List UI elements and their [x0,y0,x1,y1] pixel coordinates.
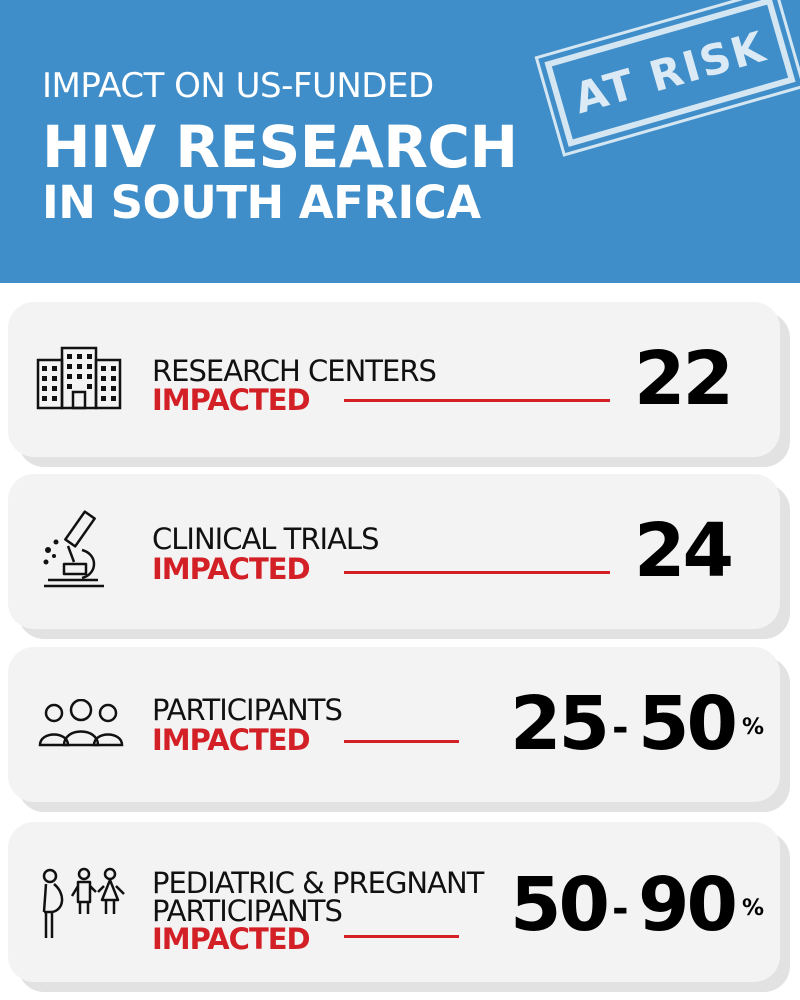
stat-card-clinical-trials: CLINICAL TRIALS IMPACTED 24 [8,474,780,629]
stat-emphasis: IMPACTED [152,922,311,956]
header-title-line1: HIV RESEARCH [42,113,518,181]
stat-value-high: 50 [638,681,738,767]
at-risk-stamp: AT RISK [535,0,800,161]
stat-emphasis: IMPACTED [152,383,311,417]
red-rule [344,740,459,743]
stat-unit: % [742,896,765,921]
people-group-icon [38,699,124,747]
stat-unit: % [742,715,765,740]
stat-range-separator: - [612,886,629,932]
stamp-text: AT RISK [568,21,772,123]
header-title-line2: IN SOUTH AFRICA [42,176,481,229]
pregnant-woman-and-children-icon [42,867,125,938]
header-banner: IMPACT ON US-FUNDED HIV RESEARCH IN SOUT… [0,0,800,283]
stat-range-separator: - [612,705,629,751]
stat-emphasis: IMPACTED [152,723,311,757]
red-rule [344,399,610,402]
stat-label: RESEARCH CENTERS [152,354,437,388]
stat-emphasis: IMPACTED [152,552,311,586]
building-icon [36,346,122,410]
stat-label: CLINICAL TRIALS [152,522,379,556]
stat-label-line2: PARTICIPANTS [152,894,343,928]
stat-value-low: 50 [510,862,610,948]
header-subtitle: IMPACT ON US-FUNDED [42,66,434,106]
stat-card-participants: PARTICIPANTS IMPACTED 25 - 50 % [8,647,780,802]
red-rule [344,571,610,574]
stat-card-pediatric-pregnant: PEDIATRIC & PREGNANT PARTICIPANTS IMPACT… [8,822,780,982]
microscope-icon [43,510,104,588]
stat-value: 24 [634,508,734,594]
stat-value-high: 90 [638,862,738,948]
stat-value-low: 25 [510,681,610,767]
stat-label-line1: PEDIATRIC & PREGNANT [152,866,484,900]
stat-card-research-centers: RESEARCH CENTERS IMPACTED 22 [8,302,780,457]
stat-value: 22 [634,336,734,422]
stat-label: PARTICIPANTS [152,693,343,727]
red-rule [344,935,459,938]
